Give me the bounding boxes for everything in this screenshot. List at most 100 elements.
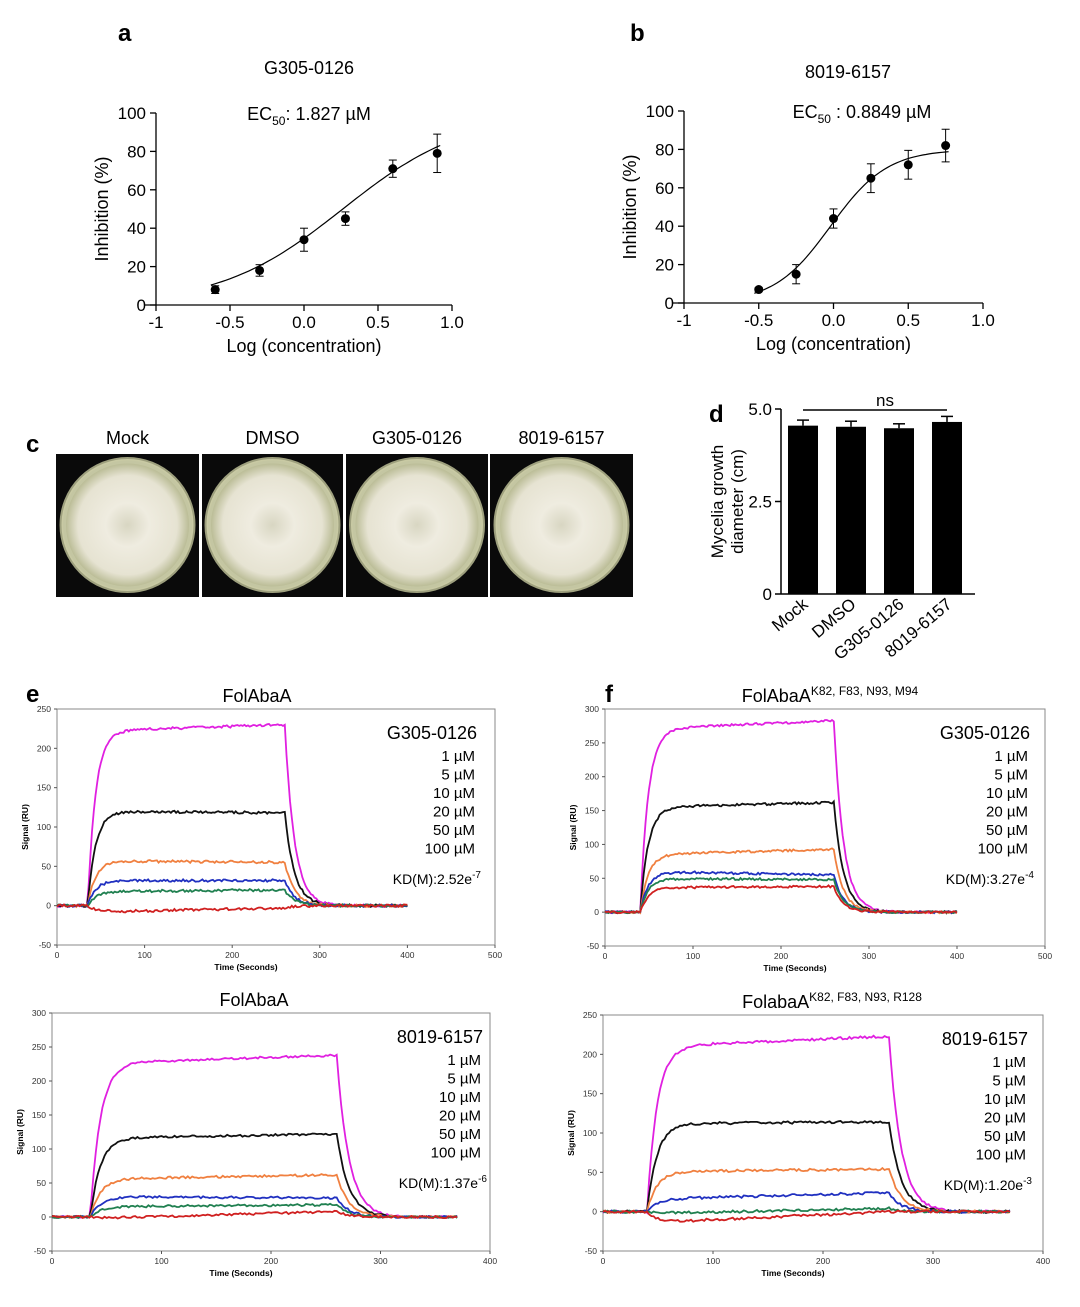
y-axis-label: Inhibition (%) — [620, 154, 640, 259]
y-axis-label: Signal (RU) — [566, 1110, 576, 1156]
x-tick-label: 200 — [816, 1256, 830, 1266]
chart-title: FolabaAK82, F83, N93, R128 — [742, 990, 922, 1012]
x-tick-label: 100 — [154, 1256, 168, 1266]
panel-letter-a: a — [118, 20, 132, 47]
x-tick-label: 0.0 — [822, 311, 846, 330]
y-tick-label: 100 — [585, 839, 599, 849]
y-axis-label-line: Mycelia growth — [708, 445, 727, 558]
y-tick-label: 0 — [763, 585, 772, 604]
kd-exponent: -7 — [472, 870, 481, 881]
chart-title-main: FolAbaA — [222, 686, 291, 706]
x-tick-label: 500 — [488, 950, 502, 960]
data-point — [866, 173, 876, 183]
compound-label: G305-0126 — [387, 723, 477, 743]
kd-value: KD(M):2.52e — [393, 871, 473, 887]
y-tick-label: 250 — [37, 704, 51, 714]
y-tick-label: 50 — [42, 861, 52, 871]
data-point — [340, 214, 350, 224]
y-tick-label: 80 — [127, 142, 146, 161]
y-axis-label: Mycelia growthdiameter (cm) — [708, 445, 747, 558]
panel-letter-f: f — [605, 681, 614, 708]
y-tick-label: 0 — [592, 1207, 597, 1217]
concentration-label: 1 µM — [992, 1054, 1026, 1071]
x-tick-label: -1 — [148, 313, 163, 332]
y-tick-label: 100 — [583, 1128, 597, 1138]
bar — [884, 428, 914, 594]
y-tick-label: -50 — [585, 1246, 598, 1256]
x-tick-label: 400 — [400, 950, 414, 960]
y-tick-label: 150 — [32, 1110, 46, 1120]
y-tick-label: 200 — [583, 1049, 597, 1059]
y-tick-label: 20 — [127, 258, 146, 277]
mycelium-colony — [65, 463, 190, 587]
panel-letter-e: e — [26, 681, 39, 708]
y-axis-label: Signal (RU) — [20, 804, 30, 850]
x-tick-label: 500 — [1038, 951, 1052, 961]
kd-value: KD(M):1.37e — [399, 1175, 479, 1191]
concentration-label: 20 µM — [986, 804, 1028, 821]
plot-frame — [604, 708, 1046, 947]
plate-label: Mock — [106, 428, 150, 448]
sensorgram-line — [602, 1034, 1011, 1215]
concentration-label: 5 µM — [447, 1071, 481, 1088]
x-tick-label: -0.5 — [215, 313, 244, 332]
compound-label: 8019-6157 — [397, 1027, 483, 1047]
concentration-label: 1 µM — [994, 748, 1028, 765]
compound-label: 8019-6157 — [942, 1029, 1028, 1049]
concentration-label: 50 µM — [439, 1126, 481, 1143]
x-tick-label: 300 — [373, 1256, 387, 1266]
panel-letter-c: c — [26, 431, 39, 458]
concentration-label: 5 µM — [992, 1073, 1026, 1090]
x-tick-label: 200 — [225, 950, 239, 960]
y-axis-label: Signal (RU) — [568, 804, 578, 850]
y-tick-label: 150 — [585, 806, 599, 816]
bar — [788, 425, 818, 594]
panel-a-ec50: EC50: 1.827 µM — [247, 104, 371, 128]
panel-b-ec50-sub: 50 — [818, 112, 832, 126]
panel-a-compound: G305-0126 — [264, 58, 354, 78]
chart-title: FolAbaA — [222, 686, 291, 706]
bar-chart-d: ns 0 2.5 5.0 Mycelia growthdiameter (cm) Moc… — [708, 391, 975, 664]
x-tick-label: 300 — [862, 951, 876, 961]
data-point — [941, 141, 951, 151]
bar — [836, 426, 866, 594]
dose-response-chart-a: 0 20 40 60 80 100 -1 -0.5 0.0 0.5 1.0 Log (concentr… — [92, 104, 464, 356]
kd-label: KD(M):1.37e-6 — [399, 1174, 488, 1191]
x-tick-label: 400 — [1036, 1256, 1050, 1266]
concentration-label: 50 µM — [433, 822, 475, 839]
concentration-label: 20 µM — [433, 804, 475, 821]
dose-response-chart-b: 0 20 40 60 80 100 -1 -0.5 0.0 0.5 1.0 Log (concentr… — [620, 102, 995, 354]
data-point — [299, 235, 309, 245]
kd-exponent: -6 — [478, 1174, 487, 1185]
x-tick-label: 100 — [138, 950, 152, 960]
dish-rim — [63, 460, 192, 590]
plot-frame — [51, 1012, 491, 1252]
x-tick-label: -1 — [676, 311, 691, 330]
kd-exponent: -4 — [1025, 870, 1034, 881]
concentration-label: 100 µM — [978, 841, 1028, 858]
data-point — [903, 160, 913, 170]
concentration-label: 1 µM — [441, 748, 475, 765]
panel-b-ec50-label: EC — [793, 102, 818, 122]
plate-label: DMSO — [246, 428, 300, 448]
fit-curve — [754, 151, 949, 294]
y-tick-label: 100 — [37, 822, 51, 832]
concentration-label: 5 µM — [994, 767, 1028, 784]
y-tick-label: 300 — [585, 704, 599, 714]
y-tick-label: 50 — [588, 1167, 598, 1177]
y-tick-label: 150 — [37, 783, 51, 793]
y-tick-label: 2.5 — [748, 493, 772, 512]
kd-value: KD(M):1.20e — [944, 1177, 1024, 1193]
sensorgram-line — [602, 1209, 1011, 1223]
concentration-label: 100 µM — [431, 1145, 481, 1162]
chart-title: FolAbaA — [219, 990, 288, 1010]
y-tick-label: 40 — [127, 219, 146, 238]
y-tick-label: 80 — [655, 140, 674, 159]
x-tick-label: 1.0 — [440, 313, 464, 332]
concentration-label: 50 µM — [984, 1128, 1026, 1145]
x-tick-label: 100 — [706, 1256, 720, 1266]
